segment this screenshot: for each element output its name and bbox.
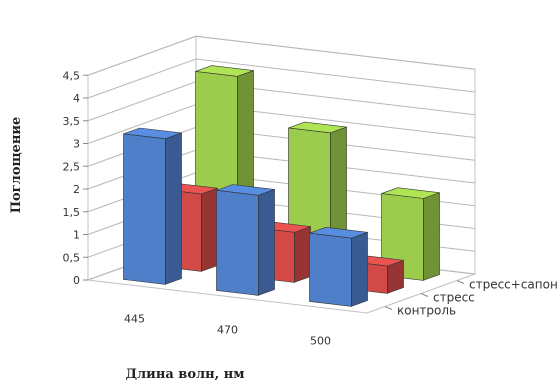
y-tick-label: 0 — [73, 274, 80, 287]
legend-tick — [456, 280, 465, 284]
bar-front — [123, 133, 166, 285]
gridline — [87, 58, 476, 99]
x-tick-label: 445 — [124, 313, 145, 326]
bar-side — [258, 189, 275, 296]
legend-tick — [384, 306, 393, 310]
bar — [123, 127, 182, 285]
y-tick-label: 1,5 — [63, 206, 81, 219]
y-tick-label: 4 — [73, 92, 80, 105]
bar — [216, 184, 275, 296]
bar-front — [309, 232, 352, 307]
y-tick-label: 2 — [73, 183, 80, 196]
y-axis-ticks: 0 0,5 1 1,5 2 2,5 3 3,5 4 4,5 — [63, 69, 88, 287]
y-tick-label: 3,5 — [63, 115, 81, 128]
y-tick-label: 4,5 — [63, 69, 81, 82]
y-axis-title: Поглощение — [9, 117, 24, 214]
y-tick-label: 2,5 — [63, 160, 81, 173]
gridline — [87, 35, 476, 76]
x-axis-title: Длина волн, нм — [125, 367, 244, 382]
legend-label: стресс+сапонин — [469, 278, 558, 292]
legend-label: стресс — [433, 291, 475, 305]
x-tick-label: 500 — [310, 335, 331, 348]
legend-tick — [420, 293, 429, 297]
bar-front — [216, 190, 259, 296]
y-tick-label: 0,5 — [63, 251, 81, 264]
x-axis-ticks: 445 470 500 — [124, 313, 331, 348]
bar-side — [423, 192, 440, 281]
bar-side — [201, 187, 218, 272]
y-tick-label: 3 — [73, 138, 80, 151]
y-tick-label: 1 — [73, 229, 80, 242]
bar — [309, 227, 368, 307]
bars — [123, 65, 440, 307]
bar-side — [294, 226, 311, 283]
legend-label: контроль — [397, 304, 456, 318]
x-tick-label: 470 — [217, 324, 238, 337]
bar-side — [165, 132, 182, 285]
bar-side — [351, 231, 368, 307]
